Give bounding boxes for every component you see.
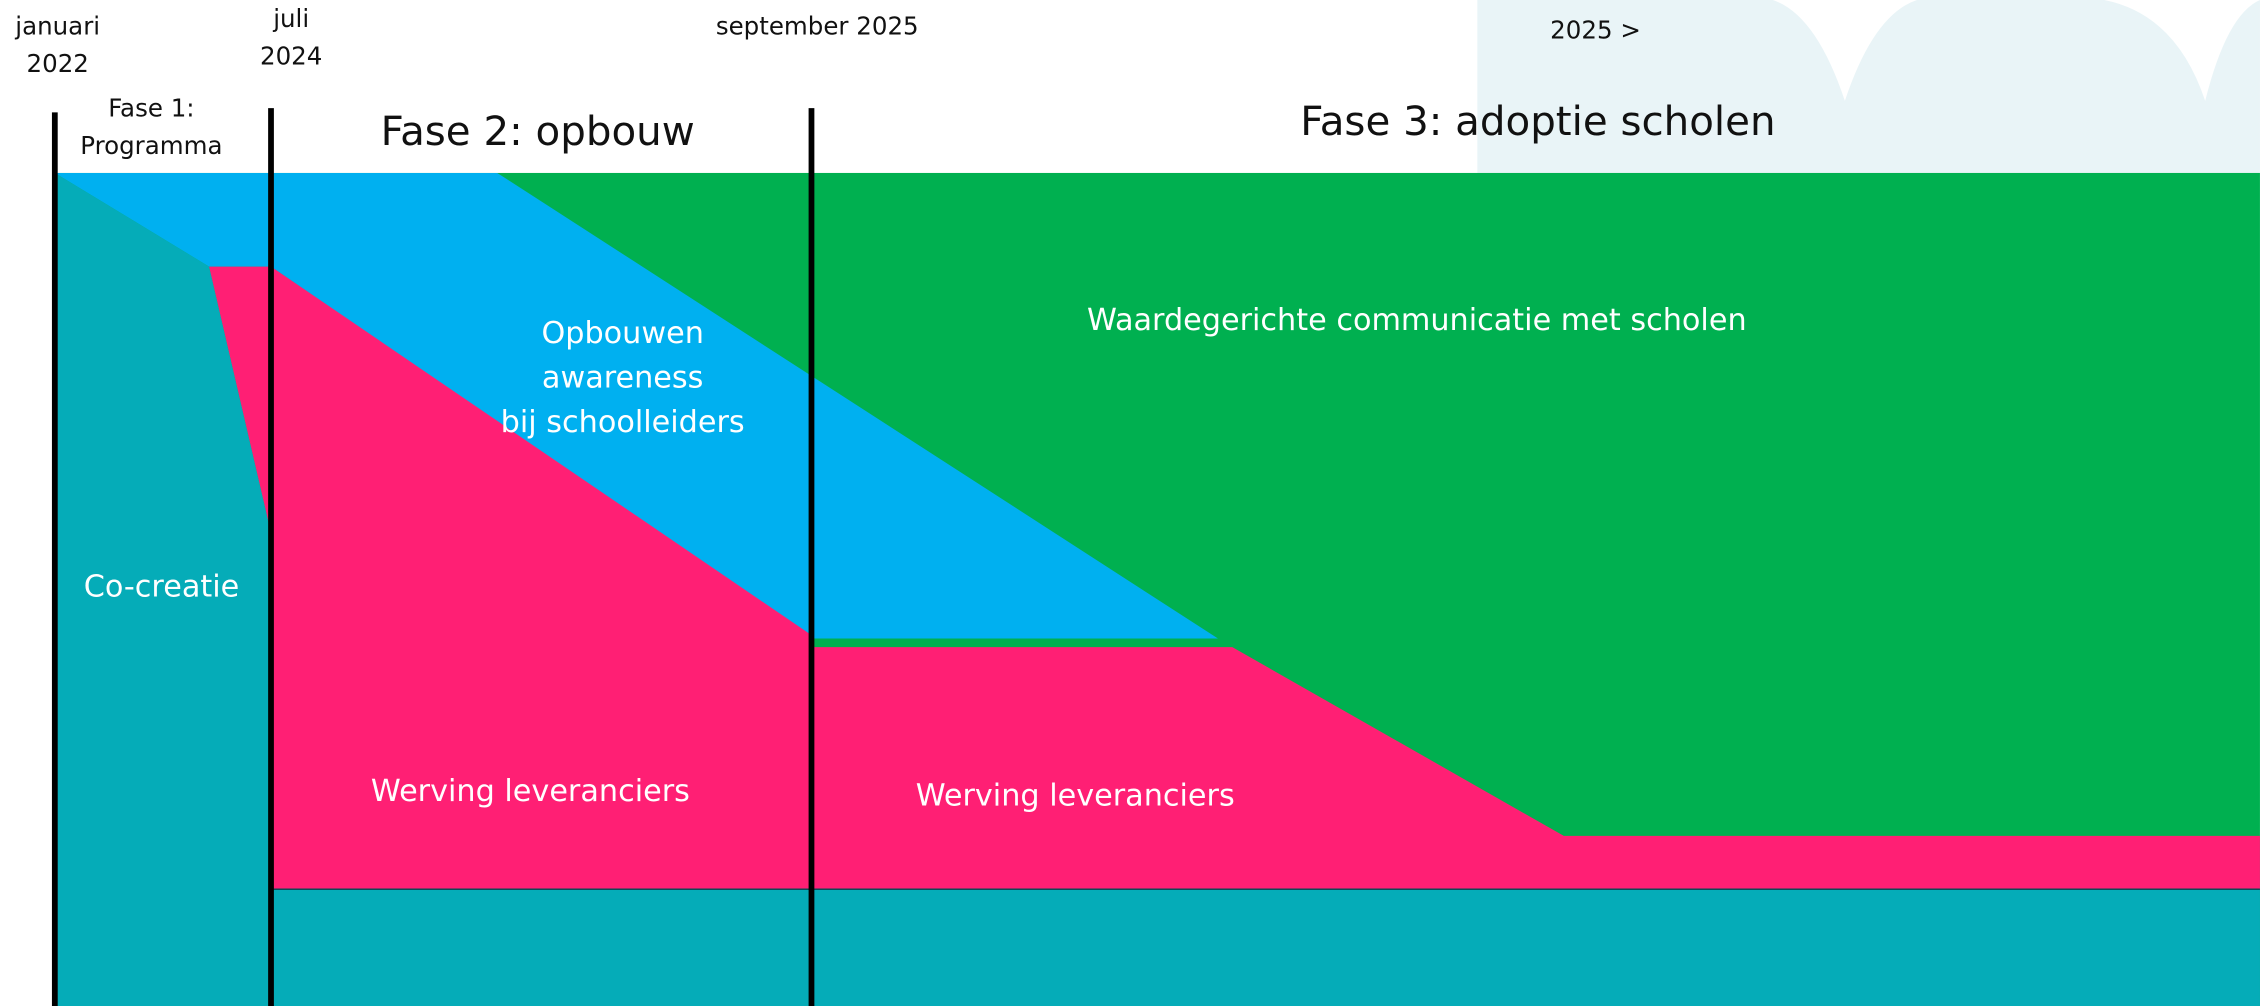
date-marker: 2025 >: [1550, 16, 1641, 45]
area-label: Co-creatie: [84, 570, 240, 605]
date-marker: 2024: [260, 42, 322, 71]
area-label: awareness: [542, 361, 704, 396]
area-label: Waardegerichte communicatie met scholen: [1087, 303, 1747, 338]
area-label: Werving leveranciers: [371, 774, 690, 809]
area-label: Opbouwen: [541, 316, 703, 351]
area-label: bij schoolleiders: [501, 405, 745, 440]
date-marker: juli: [272, 4, 309, 33]
date-marker: september 2025: [716, 11, 919, 40]
areas: [55, 173, 2260, 1006]
phase-title: Fase 1:: [108, 94, 194, 123]
phase-title: Programma: [80, 131, 222, 160]
area-label: Werving leveranciers: [916, 779, 1235, 814]
phase-title: Fase 3: adoptie scholen: [1300, 98, 1775, 145]
date-marker: 2022: [27, 49, 89, 78]
page: januari 2022 juli 2024 september 2025 2025 > F…: [0, 0, 2260, 1006]
phase-diagram: januari 2022 juli 2024 september 2025 2025 > F…: [0, 0, 2260, 1006]
date-marker: januari: [14, 11, 100, 40]
teal-band: [271, 889, 2260, 1006]
phase-title: Fase 2: opbouw: [381, 108, 695, 155]
